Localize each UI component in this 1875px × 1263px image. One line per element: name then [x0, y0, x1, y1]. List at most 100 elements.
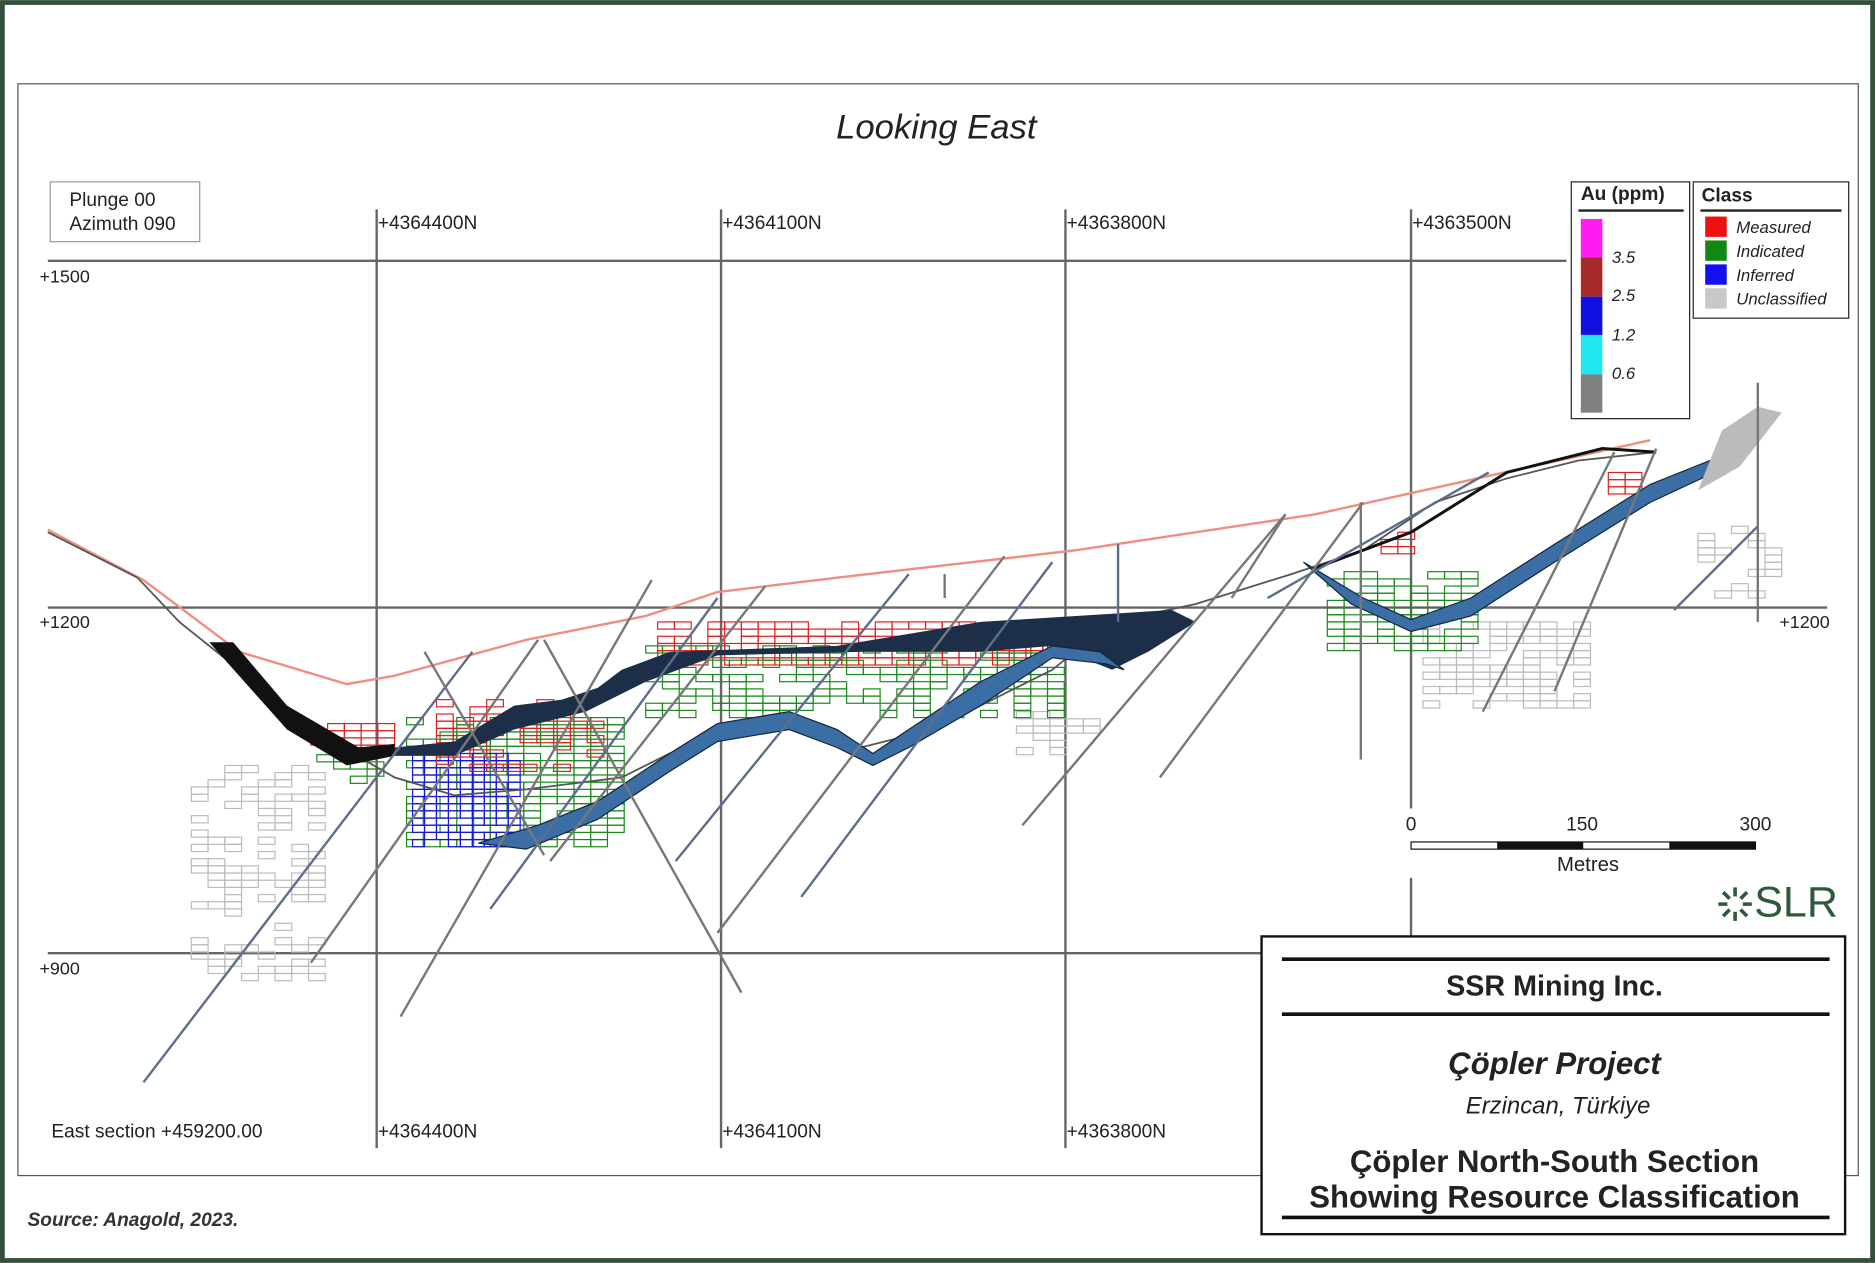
- block: [586, 734, 605, 744]
- block: [1573, 700, 1591, 709]
- block: [1460, 578, 1479, 587]
- block: [929, 681, 948, 690]
- block: [1730, 583, 1749, 592]
- logo-mark: [1718, 887, 1752, 921]
- block: [1422, 700, 1441, 709]
- block: [1030, 673, 1049, 683]
- block: [207, 779, 226, 788]
- block: [224, 772, 243, 781]
- drill-hole: [1021, 513, 1287, 826]
- drill-hole: [489, 597, 719, 910]
- drill-hole: [1158, 501, 1365, 779]
- block: [274, 822, 293, 831]
- block: [1730, 525, 1749, 535]
- drill-hole: [716, 555, 1006, 934]
- northing-label: +4364400N: [378, 213, 477, 234]
- ore-body: [209, 642, 395, 766]
- elevation-label: +1500: [39, 266, 89, 286]
- au-swatch: [1580, 374, 1603, 413]
- fault: [1314, 447, 1657, 570]
- block: [307, 772, 326, 781]
- block: [979, 709, 998, 719]
- block: [190, 951, 209, 960]
- block: [1506, 693, 1525, 702]
- block: [553, 742, 571, 751]
- block: [1397, 546, 1416, 555]
- block: [553, 763, 571, 773]
- block: [673, 621, 692, 630]
- scale-seg: [1497, 841, 1584, 850]
- northing-label: +4363800N: [1067, 1122, 1166, 1143]
- block: [274, 879, 293, 888]
- block: [224, 843, 243, 853]
- block: [274, 922, 293, 932]
- elevation-label: +900: [39, 959, 79, 979]
- au-swatch: [1580, 334, 1603, 375]
- au-label: 2.5: [1611, 286, 1636, 305]
- drill-hole: [1481, 451, 1616, 713]
- block: [1046, 709, 1065, 719]
- location: Erzincan, Türkiye: [1466, 1093, 1651, 1120]
- block: [519, 763, 538, 773]
- block: [1376, 592, 1395, 602]
- block: [190, 829, 209, 838]
- class-label: Indicated: [1736, 242, 1805, 261]
- block: [405, 716, 424, 726]
- drill-hole: [142, 651, 474, 1084]
- elevation-label: +1200: [1779, 612, 1829, 632]
- block: [874, 628, 893, 637]
- drill-hole: [1553, 448, 1658, 692]
- block: [257, 951, 276, 960]
- elevation-label: +1200: [39, 612, 89, 632]
- au-swatch: [1580, 296, 1603, 335]
- block: [645, 709, 664, 719]
- orientation-box: [49, 181, 201, 243]
- scale-seg: [1669, 841, 1756, 850]
- drill-hole: [1673, 525, 1759, 611]
- company: SSR Mining Inc.: [1446, 970, 1663, 1002]
- class-swatch: [1705, 288, 1727, 309]
- source: Source: Anagold, 2023.: [28, 1210, 239, 1231]
- block: [291, 764, 310, 774]
- block: [1455, 685, 1474, 695]
- block: [1443, 585, 1462, 594]
- au-label: 0.6: [1612, 364, 1636, 383]
- block: [207, 965, 226, 975]
- block: [411, 838, 426, 848]
- block: [307, 958, 326, 967]
- block: [307, 879, 326, 888]
- caption: Çöpler North-South Section: [1350, 1144, 1759, 1179]
- block: [1013, 709, 1032, 719]
- block: [435, 699, 454, 708]
- scale-label: 300: [1739, 814, 1771, 835]
- block: [486, 749, 505, 758]
- block: [274, 779, 293, 788]
- block: [240, 879, 259, 888]
- block: [586, 720, 605, 729]
- logo: SLR: [1754, 879, 1838, 927]
- block: [712, 702, 731, 712]
- drill-hole: [800, 561, 1054, 898]
- au-swatch: [1580, 257, 1603, 297]
- block: [606, 824, 625, 833]
- block: [1714, 590, 1733, 599]
- drill-hole: [674, 573, 910, 862]
- block: [1015, 746, 1034, 756]
- section-label: East section +459200.00: [51, 1122, 262, 1143]
- block: [1764, 568, 1783, 578]
- block: [1573, 657, 1591, 666]
- block: [1472, 650, 1491, 659]
- ore-body: [1698, 406, 1782, 491]
- geology: [47, 382, 1783, 1084]
- block: [896, 673, 915, 683]
- class-swatch: [1705, 216, 1727, 237]
- drill-hole: [543, 639, 743, 994]
- block: [862, 695, 881, 704]
- block: [307, 807, 326, 817]
- northing-label: +4364100N: [722, 213, 821, 234]
- drill-hole: [399, 579, 653, 1018]
- block: [590, 838, 609, 848]
- block: [240, 793, 259, 802]
- class-label: Inferred: [1736, 266, 1794, 285]
- block: [879, 709, 898, 719]
